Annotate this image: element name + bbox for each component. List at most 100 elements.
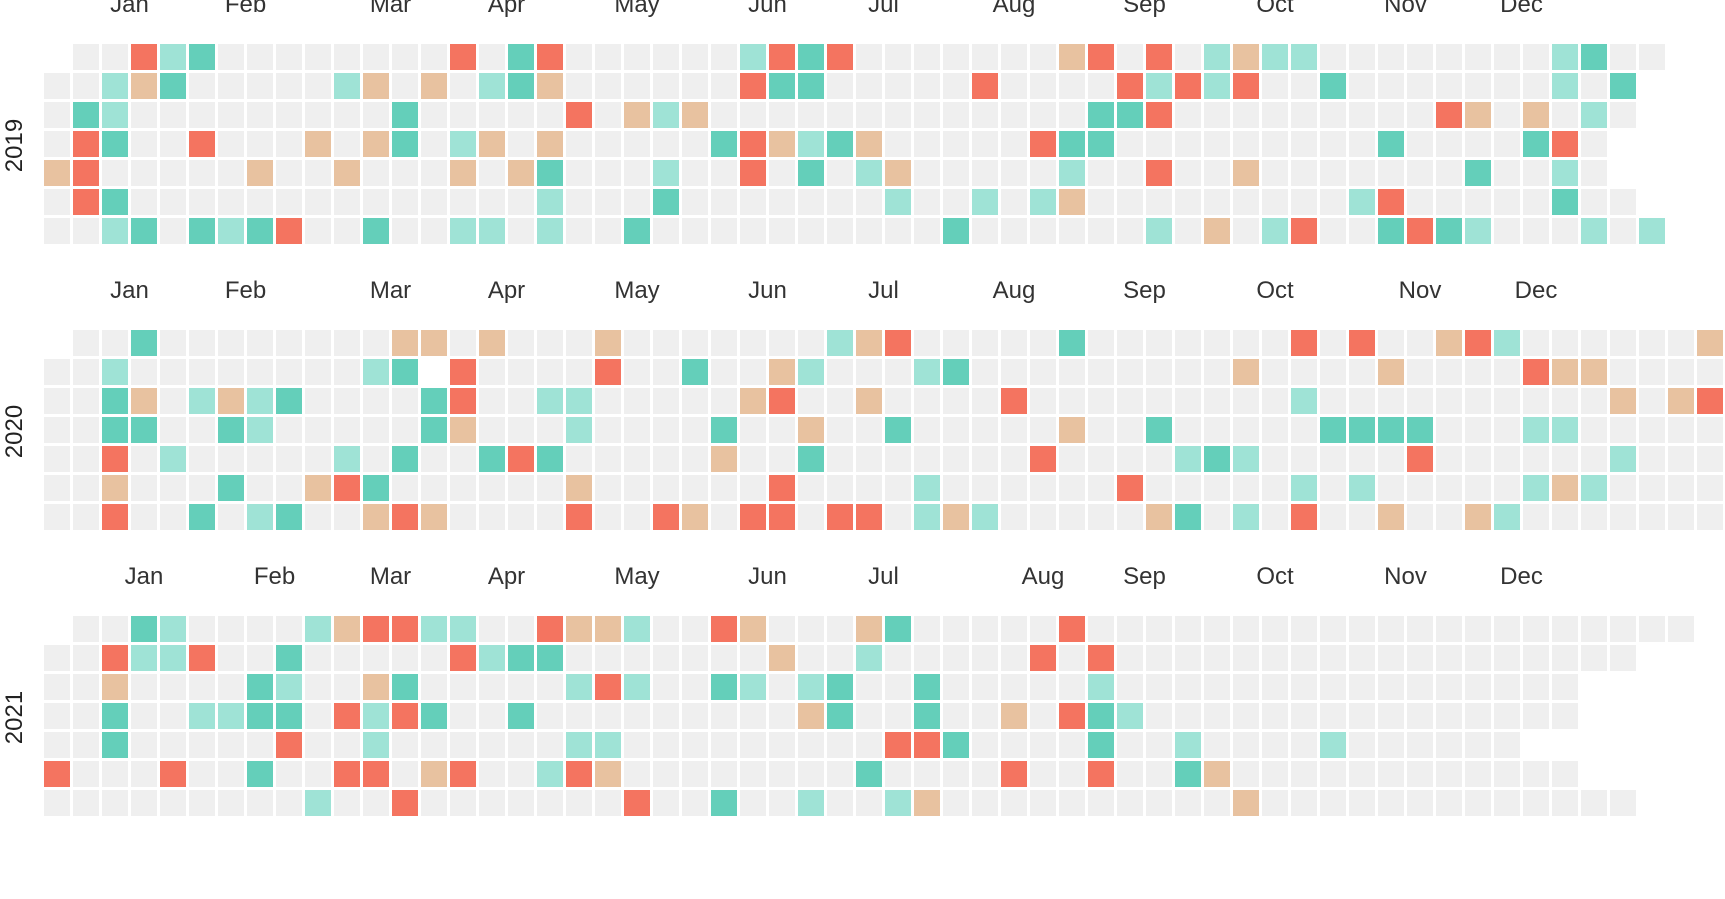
day-cell bbox=[1233, 475, 1259, 501]
day-cell bbox=[682, 475, 708, 501]
day-cell bbox=[131, 703, 157, 729]
day-cell bbox=[1465, 790, 1491, 816]
day-cell bbox=[450, 761, 476, 787]
day-cell bbox=[914, 703, 940, 729]
day-cell bbox=[1233, 417, 1259, 443]
day-cell bbox=[334, 475, 360, 501]
day-cell bbox=[827, 131, 853, 157]
day-cell bbox=[131, 674, 157, 700]
day-cell bbox=[1436, 761, 1462, 787]
day-cell bbox=[102, 218, 128, 244]
day-cell bbox=[827, 359, 853, 385]
day-cell bbox=[305, 674, 331, 700]
month-label: Sep bbox=[1123, 277, 1166, 304]
day-cell bbox=[189, 761, 215, 787]
day-cell bbox=[1436, 359, 1462, 385]
day-cell bbox=[1523, 359, 1549, 385]
day-cell bbox=[160, 189, 186, 215]
day-cell bbox=[160, 218, 186, 244]
day-cell bbox=[1378, 160, 1404, 186]
day-cell bbox=[189, 674, 215, 700]
day-cell bbox=[247, 388, 273, 414]
day-cell bbox=[1349, 761, 1375, 787]
day-cell bbox=[827, 703, 853, 729]
day-cell bbox=[1523, 160, 1549, 186]
day-cell bbox=[44, 446, 70, 472]
day-cell bbox=[682, 446, 708, 472]
day-cell bbox=[1320, 388, 1346, 414]
day-cell bbox=[1291, 73, 1317, 99]
day-cell bbox=[1146, 73, 1172, 99]
day-cell bbox=[508, 790, 534, 816]
day-cell bbox=[1523, 761, 1549, 787]
day-cell bbox=[1320, 616, 1346, 642]
day-cell bbox=[856, 645, 882, 671]
day-cell bbox=[711, 160, 737, 186]
day-cell bbox=[1465, 674, 1491, 700]
day-cell bbox=[1262, 645, 1288, 671]
day-cell bbox=[1436, 417, 1462, 443]
day-cell bbox=[305, 446, 331, 472]
day-cell bbox=[73, 160, 99, 186]
day-cell bbox=[1349, 388, 1375, 414]
day-cell bbox=[1552, 131, 1578, 157]
day-cell bbox=[131, 504, 157, 530]
day-cell bbox=[189, 475, 215, 501]
day-cell bbox=[450, 446, 476, 472]
day-cell bbox=[189, 616, 215, 642]
day-cell bbox=[1204, 44, 1230, 70]
month-label: Jul bbox=[868, 563, 899, 590]
day-cell bbox=[914, 44, 940, 70]
day-cell bbox=[711, 417, 737, 443]
day-cell bbox=[537, 475, 563, 501]
day-cell bbox=[1610, 388, 1636, 414]
day-cell bbox=[1059, 761, 1085, 787]
day-cell bbox=[566, 790, 592, 816]
day-cell bbox=[595, 330, 621, 356]
day-cell bbox=[624, 674, 650, 700]
day-cell bbox=[972, 73, 998, 99]
day-cell bbox=[1610, 475, 1636, 501]
day-cell bbox=[479, 73, 505, 99]
day-cell bbox=[1262, 359, 1288, 385]
day-cell bbox=[1320, 732, 1346, 758]
day-cell bbox=[1610, 417, 1636, 443]
day-cell bbox=[914, 790, 940, 816]
day-cell bbox=[827, 732, 853, 758]
day-cell bbox=[1001, 504, 1027, 530]
day-cell bbox=[798, 359, 824, 385]
day-cell bbox=[1233, 674, 1259, 700]
day-cell bbox=[1030, 417, 1056, 443]
day-cell bbox=[914, 73, 940, 99]
day-cell bbox=[943, 73, 969, 99]
day-cell bbox=[1146, 616, 1172, 642]
day-cell bbox=[102, 475, 128, 501]
day-cell bbox=[276, 761, 302, 787]
day-cell bbox=[334, 761, 360, 787]
day-cell bbox=[1610, 504, 1636, 530]
day-cell bbox=[1059, 44, 1085, 70]
day-cell bbox=[1349, 330, 1375, 356]
day-cell bbox=[1378, 446, 1404, 472]
day-cell bbox=[73, 761, 99, 787]
day-cell bbox=[1378, 703, 1404, 729]
day-cell bbox=[798, 160, 824, 186]
day-cell bbox=[1465, 616, 1491, 642]
day-cell bbox=[1204, 359, 1230, 385]
month-label: Jan bbox=[110, 0, 149, 18]
day-cell bbox=[1465, 703, 1491, 729]
day-cell bbox=[450, 790, 476, 816]
day-cell bbox=[421, 73, 447, 99]
day-cell bbox=[102, 189, 128, 215]
day-cell bbox=[1552, 73, 1578, 99]
day-cell bbox=[682, 73, 708, 99]
day-cell bbox=[479, 616, 505, 642]
day-cell bbox=[914, 330, 940, 356]
day-cell bbox=[1204, 475, 1230, 501]
day-cell bbox=[363, 417, 389, 443]
day-cell bbox=[885, 218, 911, 244]
day-cell bbox=[1349, 218, 1375, 244]
day-cell bbox=[1059, 102, 1085, 128]
day-cell bbox=[1465, 218, 1491, 244]
day-cell bbox=[1233, 732, 1259, 758]
